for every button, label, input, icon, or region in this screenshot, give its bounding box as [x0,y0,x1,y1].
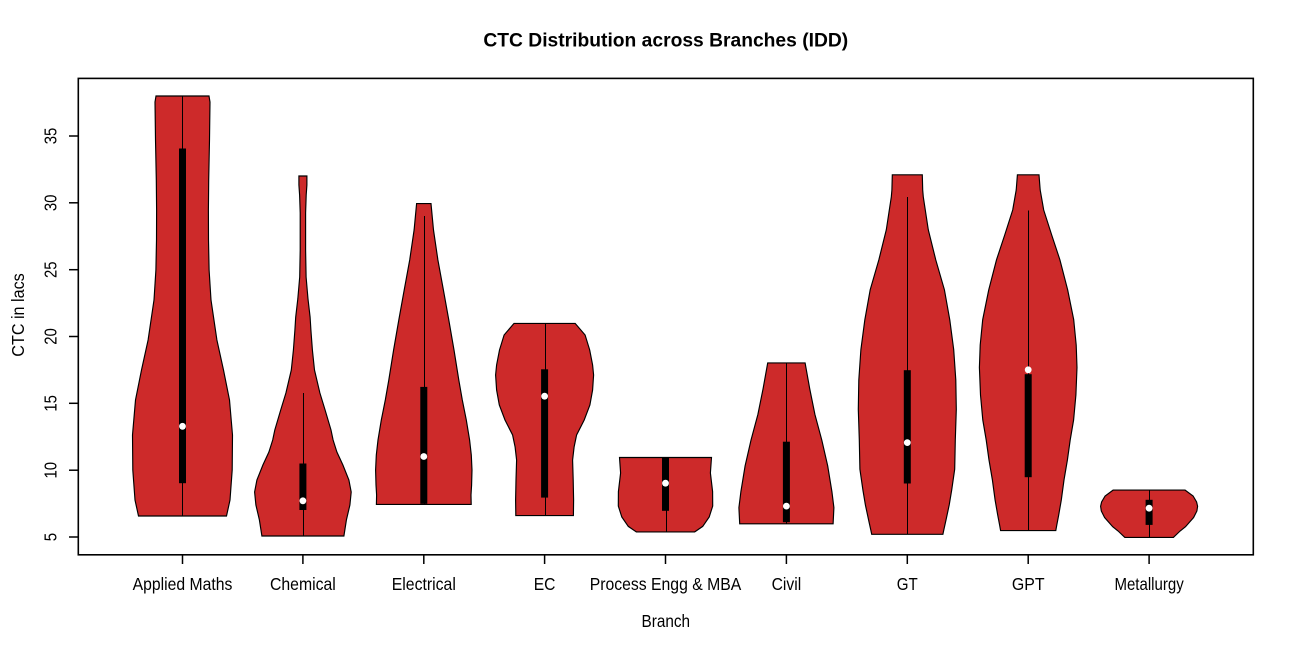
svg-text:5: 5 [41,533,61,542]
svg-text:Branch: Branch [642,611,691,631]
svg-text:30: 30 [41,194,61,211]
svg-text:Civil: Civil [772,574,802,594]
svg-text:GPT: GPT [1012,574,1045,594]
svg-text:CTC in lacs: CTC in lacs [8,273,28,357]
svg-text:25: 25 [41,261,61,278]
svg-text:35: 35 [41,128,61,145]
svg-text:CTC Distribution across Branch: CTC Distribution across Branches (IDD) [483,30,848,52]
svg-text:Electrical: Electrical [392,574,456,594]
svg-text:Chemical: Chemical [270,574,336,594]
svg-text:EC: EC [534,574,556,594]
svg-text:10: 10 [41,462,61,479]
svg-text:Process Engg & MBA: Process Engg & MBA [590,574,742,594]
svg-text:15: 15 [41,395,61,412]
svg-text:Metallurgy: Metallurgy [1114,574,1183,594]
svg-text:20: 20 [41,328,61,345]
svg-text:GT: GT [897,574,918,594]
svg-text:Applied Maths: Applied Maths [133,574,233,594]
